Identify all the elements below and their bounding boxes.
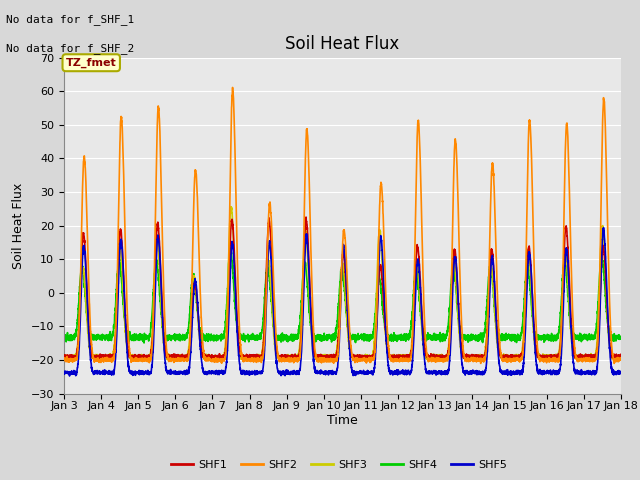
Line: SHF5: SHF5 <box>64 228 621 376</box>
Y-axis label: Soil Heat Flux: Soil Heat Flux <box>12 182 25 269</box>
SHF4 <box>617 336 625 341</box>
SHF1 <box>302 214 310 220</box>
SHF2 <box>617 355 625 360</box>
SHF3 <box>616 356 624 361</box>
SHF3 <box>322 353 330 359</box>
SHF4 <box>140 340 148 346</box>
X-axis label: Time: Time <box>327 414 358 427</box>
SHF4 <box>160 334 168 340</box>
SHF4 <box>499 336 507 342</box>
SHF1 <box>499 355 507 360</box>
SHF5 <box>66 373 74 379</box>
Line: SHF4: SHF4 <box>64 248 621 343</box>
SHF4 <box>616 336 624 341</box>
Line: SHF2: SHF2 <box>64 87 621 363</box>
SHF2 <box>616 356 624 361</box>
SHF2 <box>611 360 618 366</box>
SHF1 <box>436 354 444 360</box>
Text: TZ_fmet: TZ_fmet <box>66 58 116 68</box>
SHF5 <box>467 372 475 377</box>
SHF2 <box>322 358 330 363</box>
SHF5 <box>160 348 168 354</box>
SHF2 <box>436 358 444 364</box>
SHF3 <box>160 343 168 349</box>
SHF5 <box>436 370 444 376</box>
SHF4 <box>436 334 444 339</box>
Text: No data for f_SHF_2: No data for f_SHF_2 <box>6 43 134 54</box>
SHF5 <box>616 369 624 374</box>
SHF2 <box>228 84 236 90</box>
SHF2 <box>60 357 68 363</box>
SHF1 <box>60 352 68 358</box>
SHF1 <box>322 354 330 360</box>
SHF3 <box>163 357 171 362</box>
SHF3 <box>227 204 235 210</box>
SHF4 <box>322 334 330 339</box>
SHF4 <box>467 331 475 337</box>
SHF1 <box>160 335 168 340</box>
SHF1 <box>616 357 624 362</box>
SHF4 <box>60 333 68 339</box>
SHF5 <box>60 370 68 376</box>
SHF2 <box>499 359 507 364</box>
Line: SHF3: SHF3 <box>64 207 621 360</box>
SHF1 <box>467 356 475 361</box>
SHF3 <box>499 353 507 359</box>
SHF3 <box>617 356 625 361</box>
SHF5 <box>499 370 507 375</box>
Line: SHF1: SHF1 <box>64 217 621 360</box>
Text: No data for f_SHF_1: No data for f_SHF_1 <box>6 14 134 25</box>
SHF5 <box>322 369 330 375</box>
SHF3 <box>467 353 475 359</box>
SHF3 <box>60 353 68 359</box>
SHF5 <box>617 371 625 376</box>
Legend: SHF1, SHF2, SHF3, SHF4, SHF5: SHF1, SHF2, SHF3, SHF4, SHF5 <box>166 456 512 474</box>
SHF2 <box>467 356 475 362</box>
Title: Soil Heat Flux: Soil Heat Flux <box>285 35 399 53</box>
SHF1 <box>617 351 625 357</box>
SHF1 <box>430 357 438 363</box>
SHF3 <box>436 354 444 360</box>
SHF5 <box>600 225 607 230</box>
SHF2 <box>160 296 168 302</box>
SHF4 <box>227 245 234 251</box>
